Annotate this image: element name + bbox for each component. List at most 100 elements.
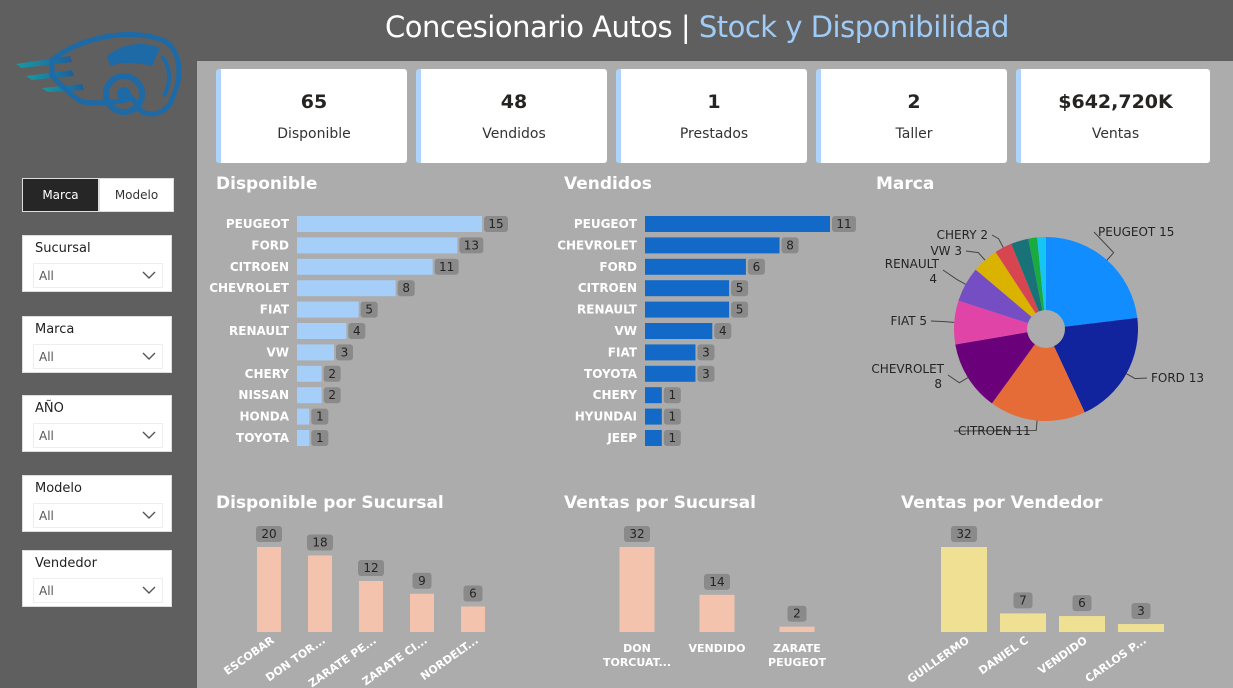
data-label: 8 [786, 238, 794, 252]
car-logo-icon [16, 32, 182, 117]
data-label-bg [704, 573, 730, 590]
bar [359, 581, 383, 632]
dropdown-value: All [39, 269, 54, 283]
dropdown-value: All [39, 509, 54, 523]
category-label: CHERY [245, 367, 290, 381]
bar [645, 344, 696, 361]
category-label: VENDIDO [689, 642, 746, 655]
data-label: 1 [668, 388, 676, 402]
bar [297, 301, 359, 318]
bar [297, 237, 458, 254]
marca-dropdown[interactable]: All [33, 344, 163, 369]
data-label: 5 [736, 281, 744, 295]
category-label: RENAULT [577, 303, 638, 317]
kpi-value: 48 [500, 91, 528, 113]
sidebar: Marca Modelo Sucursal All Marca All AÑO … [0, 0, 197, 688]
category-label: VW [614, 324, 637, 338]
data-label-bg [781, 237, 799, 254]
modelo-toggle-button[interactable]: Modelo [99, 178, 174, 212]
data-label: 3 [702, 345, 710, 359]
category-label: VENDIDO [1036, 634, 1090, 677]
category-label: NISSAN [238, 388, 289, 402]
kpi-label: Ventas [1091, 126, 1140, 142]
bar [1059, 616, 1105, 632]
marca-toggle-button[interactable]: Marca [22, 178, 99, 212]
data-label-bg [624, 526, 650, 542]
data-label: 13 [464, 238, 479, 252]
chevron-down-icon [142, 586, 156, 594]
leader-line [1093, 231, 1115, 261]
bar [297, 344, 334, 361]
category-label: JEEP [606, 431, 637, 445]
data-label: 3 [702, 367, 710, 381]
bar [1118, 624, 1164, 632]
data-label: 1 [668, 431, 676, 445]
data-label-bg [731, 280, 749, 297]
header: Concesionario Autos | Stock y Disponibil… [197, 0, 1233, 61]
pie-slice [975, 252, 1046, 329]
kpi-label: Vendidos [482, 126, 546, 142]
slicer-marca: Marca All [22, 316, 172, 373]
bar [461, 606, 485, 632]
bar [645, 430, 662, 446]
bar [645, 280, 730, 297]
chevron-down-icon [142, 431, 156, 439]
kpi-card-ventas: $642,720K Ventas [1016, 69, 1210, 163]
section-title-disponible: Disponible [216, 174, 318, 194]
bar [645, 323, 713, 339]
pie-label: CHERY 2 [937, 228, 988, 242]
data-label-bg [348, 323, 366, 339]
data-label-bg [459, 237, 484, 254]
bar [297, 365, 322, 382]
data-label-bg [323, 387, 341, 404]
bar [941, 547, 987, 632]
category-label: CHERY [593, 388, 638, 402]
category-label: TOYOTA [584, 367, 638, 381]
data-label: 7 [1019, 593, 1027, 607]
sucursal-dropdown[interactable]: All [33, 263, 163, 288]
kpi-card-vendidos: 48 Vendidos [416, 69, 607, 163]
bar [645, 258, 746, 275]
data-label-bg [463, 585, 483, 602]
data-label-bg [1072, 595, 1092, 612]
data-label: 15 [488, 217, 503, 231]
bar [645, 301, 730, 318]
section-title-vendidos: Vendidos [564, 174, 652, 194]
category-label: HYUNDAI [575, 410, 637, 424]
bar [645, 216, 830, 232]
category-label: CHEVROLET [210, 281, 290, 295]
bar [645, 365, 696, 382]
section-title-ventas-vendedor: Ventas por Vendedor [901, 493, 1103, 513]
bar [645, 387, 662, 404]
section-title-ventas-sucursal: Ventas por Sucursal [564, 493, 756, 513]
pie-slice [1011, 238, 1046, 329]
data-label: 6 [469, 587, 477, 601]
data-label: 32 [956, 527, 971, 541]
ventas-vendedor-column-chart: 32 GUILLERMO 7 DANIEL C 6 VENDIDO 3 CARLOS P... [905, 526, 1164, 686]
modelo-dropdown[interactable]: All [33, 503, 163, 528]
data-label-bg [663, 408, 681, 425]
bar [297, 387, 322, 404]
kpi-label: Disponible [277, 126, 351, 142]
data-label: 6 [1078, 596, 1086, 610]
data-label: 4 [719, 324, 727, 338]
data-label-bg [311, 430, 329, 446]
category-label: CARLOS P... [1083, 634, 1149, 686]
category-label: DANIEL C [976, 634, 1030, 678]
ano-dropdown[interactable]: All [33, 423, 163, 448]
data-label-bg [412, 572, 432, 589]
pie-label: 4 [929, 272, 937, 286]
data-label: 12 [363, 561, 378, 575]
section-title-marca: Marca [876, 174, 935, 194]
leader-line [991, 234, 1004, 248]
pie-slice [954, 300, 1046, 345]
chevron-down-icon [142, 511, 156, 519]
pie-label: VW 3 [930, 244, 962, 258]
data-label-bg [747, 258, 765, 275]
data-label-bg [832, 216, 856, 232]
vendedor-dropdown[interactable]: All [33, 578, 163, 603]
pie-slice [1037, 237, 1046, 329]
data-label: 1 [668, 410, 676, 424]
